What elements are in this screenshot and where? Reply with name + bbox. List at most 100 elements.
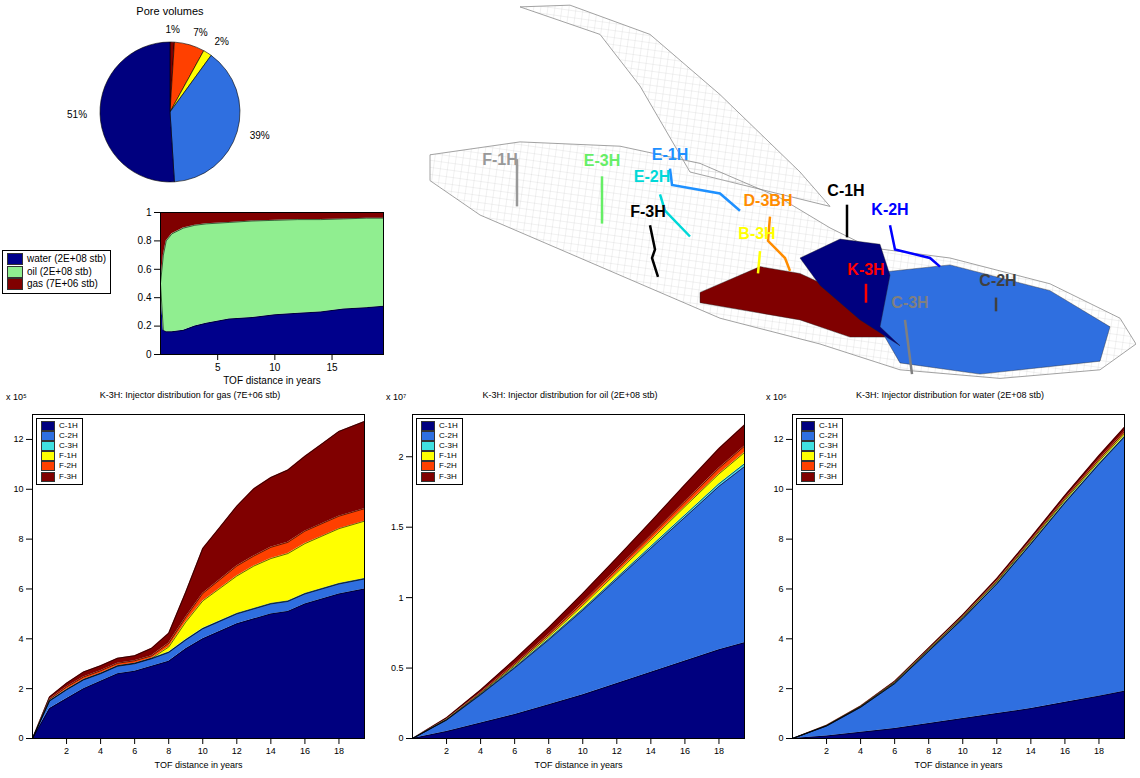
- svg-text:K-2H: K-2H: [871, 201, 908, 218]
- svg-text:0: 0: [778, 733, 783, 743]
- svg-text:1: 1: [398, 593, 403, 603]
- svg-text:0.2: 0.2: [138, 320, 152, 331]
- html-text:F-2H: F-2H: [439, 461, 457, 471]
- svg-text:7%: 7%: [193, 27, 208, 38]
- svg-text:16: 16: [1060, 746, 1070, 756]
- svg-text:C-2H: C-2H: [979, 272, 1016, 289]
- html-text:x 10⁶: x 10⁶: [766, 392, 787, 402]
- html-text:F-1H: F-1H: [59, 451, 77, 461]
- html-text:C-2H: C-2H: [59, 431, 78, 441]
- html-text:C-3H: C-3H: [439, 441, 458, 451]
- svg-text:10: 10: [198, 746, 208, 756]
- svg-text:1.5: 1.5: [391, 522, 404, 532]
- html-text:x 10⁵: x 10⁵: [6, 392, 27, 402]
- svg-text:B-3H: B-3H: [738, 225, 775, 242]
- svg-text:14: 14: [1026, 746, 1036, 756]
- svg-text:2: 2: [444, 746, 449, 756]
- svg-text:TOF distance in years: TOF distance in years: [915, 760, 1003, 770]
- svg-text:4: 4: [478, 746, 483, 756]
- svg-text:2: 2: [18, 684, 23, 694]
- svg-text:51%: 51%: [67, 109, 87, 120]
- svg-text:2: 2: [64, 746, 69, 756]
- svg-text:5: 5: [215, 362, 221, 373]
- svg-text:4: 4: [858, 746, 863, 756]
- svg-text:F-1H: F-1H: [482, 151, 518, 168]
- svg-text:4: 4: [778, 634, 783, 644]
- svg-text:12: 12: [232, 746, 242, 756]
- svg-text:8: 8: [778, 534, 783, 544]
- html-text:C-2H: C-2H: [439, 431, 458, 441]
- svg-text:0.8: 0.8: [138, 235, 152, 246]
- svg-text:K-3H: K-3H: [847, 261, 884, 278]
- html-text:C-3H: C-3H: [59, 441, 78, 451]
- svg-text:15: 15: [326, 362, 338, 373]
- svg-text:18: 18: [1094, 746, 1104, 756]
- svg-text:8: 8: [546, 746, 551, 756]
- svg-text:6: 6: [778, 584, 783, 594]
- svg-text:2: 2: [398, 452, 403, 462]
- svg-text:6: 6: [132, 746, 137, 756]
- svg-text:8: 8: [18, 534, 23, 544]
- svg-text:2%: 2%: [214, 36, 229, 47]
- svg-text:14: 14: [646, 746, 656, 756]
- svg-text:2: 2: [824, 746, 829, 756]
- html-text:gas (7E+06 stb): gas (7E+06 stb): [27, 278, 98, 289]
- svg-text:C-1H: C-1H: [827, 182, 864, 199]
- svg-text:TOF distance in years: TOF distance in years: [155, 760, 243, 770]
- html-text:F-1H: F-1H: [439, 451, 457, 461]
- html-text:F-2H: F-2H: [59, 461, 77, 471]
- svg-text:E-3H: E-3H: [584, 152, 620, 169]
- svg-text:18: 18: [334, 746, 344, 756]
- svg-text:0: 0: [398, 733, 403, 743]
- svg-text:C-3H: C-3H: [891, 294, 928, 311]
- svg-text:10: 10: [958, 746, 968, 756]
- html-text:oil (2E+08 stb): oil (2E+08 stb): [27, 265, 92, 277]
- svg-text:8: 8: [926, 746, 931, 756]
- html-text:water (2E+08 stb): water (2E+08 stb): [27, 253, 107, 264]
- svg-text:10: 10: [13, 484, 23, 494]
- svg-text:8: 8: [166, 746, 171, 756]
- html-text:C-1H: C-1H: [439, 421, 458, 431]
- svg-text:12: 12: [773, 434, 783, 444]
- html-text:K-3H: Injector distribution fo: K-3H: Injector distribution for oil (2E+…: [482, 390, 658, 400]
- svg-text:39%: 39%: [250, 130, 270, 141]
- svg-text:6: 6: [18, 584, 23, 594]
- svg-text:12: 12: [13, 434, 23, 444]
- svg-text:E-1H: E-1H: [652, 146, 688, 163]
- svg-text:6: 6: [892, 746, 897, 756]
- svg-text:4: 4: [18, 634, 23, 644]
- svg-text:16: 16: [680, 746, 690, 756]
- svg-text:0: 0: [146, 349, 152, 360]
- svg-text:12: 12: [992, 746, 1002, 756]
- html-text:C-1H: C-1H: [59, 421, 78, 431]
- html-text:K-3H: Injector distribution fo: K-3H: Injector distribution for water (2…: [856, 390, 1044, 400]
- svg-text:1: 1: [146, 207, 152, 218]
- svg-text:2: 2: [778, 684, 783, 694]
- svg-text:Pore volumes: Pore volumes: [136, 5, 204, 17]
- html-text:K-3H: Injector distribution fo: K-3H: Injector distribution for gas (7E+…: [99, 390, 281, 400]
- html-text:x 10⁷: x 10⁷: [386, 392, 407, 402]
- svg-text:10: 10: [773, 484, 783, 494]
- svg-text:TOF distance in years: TOF distance in years: [223, 375, 321, 386]
- svg-text:10: 10: [578, 746, 588, 756]
- svg-text:12: 12: [612, 746, 622, 756]
- svg-text:6: 6: [512, 746, 517, 756]
- svg-text:16: 16: [300, 746, 310, 756]
- svg-text:4: 4: [98, 746, 103, 756]
- svg-text:0: 0: [18, 733, 23, 743]
- svg-text:D-3BH: D-3BH: [744, 192, 793, 209]
- svg-text:F-3H: F-3H: [630, 203, 666, 220]
- svg-text:14: 14: [266, 746, 276, 756]
- svg-text:E-2H: E-2H: [634, 168, 670, 185]
- svg-text:TOF distance in years: TOF distance in years: [535, 760, 623, 770]
- svg-text:1%: 1%: [165, 24, 180, 35]
- svg-text:0.6: 0.6: [138, 264, 152, 275]
- svg-text:0.4: 0.4: [138, 292, 152, 303]
- svg-text:18: 18: [714, 746, 724, 756]
- html-text:C-1H: C-1H: [819, 421, 838, 431]
- svg-text:10: 10: [269, 362, 281, 373]
- html-text:F-3H: F-3H: [439, 471, 457, 481]
- html-text:C-2H: C-2H: [819, 431, 838, 441]
- html-text:F-3H: F-3H: [59, 471, 77, 481]
- svg-text:0.5: 0.5: [391, 663, 404, 673]
